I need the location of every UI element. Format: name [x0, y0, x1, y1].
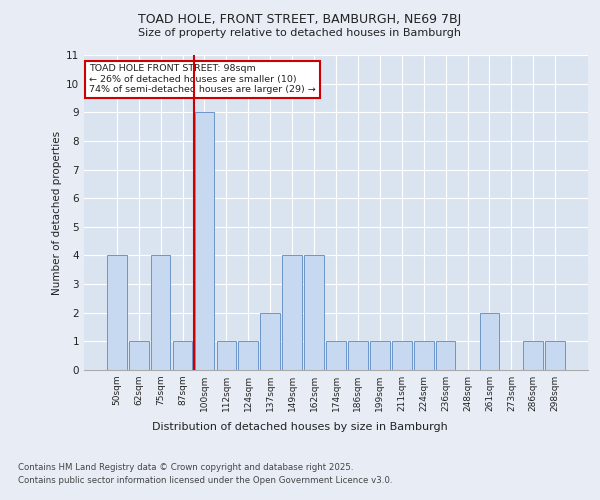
- Bar: [129, 342, 149, 370]
- Bar: [545, 342, 565, 370]
- Bar: [151, 256, 170, 370]
- Y-axis label: Number of detached properties: Number of detached properties: [52, 130, 62, 294]
- Bar: [194, 112, 214, 370]
- Bar: [414, 342, 434, 370]
- Bar: [436, 342, 455, 370]
- Bar: [348, 342, 368, 370]
- Bar: [392, 342, 412, 370]
- Bar: [173, 342, 193, 370]
- Text: Contains public sector information licensed under the Open Government Licence v3: Contains public sector information licen…: [18, 476, 392, 485]
- Bar: [326, 342, 346, 370]
- Bar: [238, 342, 258, 370]
- Text: Distribution of detached houses by size in Bamburgh: Distribution of detached houses by size …: [152, 422, 448, 432]
- Bar: [523, 342, 543, 370]
- Text: TOAD HOLE, FRONT STREET, BAMBURGH, NE69 7BJ: TOAD HOLE, FRONT STREET, BAMBURGH, NE69 …: [139, 12, 461, 26]
- Text: TOAD HOLE FRONT STREET: 98sqm
← 26% of detached houses are smaller (10)
74% of s: TOAD HOLE FRONT STREET: 98sqm ← 26% of d…: [89, 64, 316, 94]
- Bar: [282, 256, 302, 370]
- Bar: [304, 256, 324, 370]
- Bar: [370, 342, 390, 370]
- Bar: [479, 312, 499, 370]
- Bar: [260, 312, 280, 370]
- Text: Size of property relative to detached houses in Bamburgh: Size of property relative to detached ho…: [139, 28, 461, 38]
- Bar: [107, 256, 127, 370]
- Text: Contains HM Land Registry data © Crown copyright and database right 2025.: Contains HM Land Registry data © Crown c…: [18, 462, 353, 471]
- Bar: [217, 342, 236, 370]
